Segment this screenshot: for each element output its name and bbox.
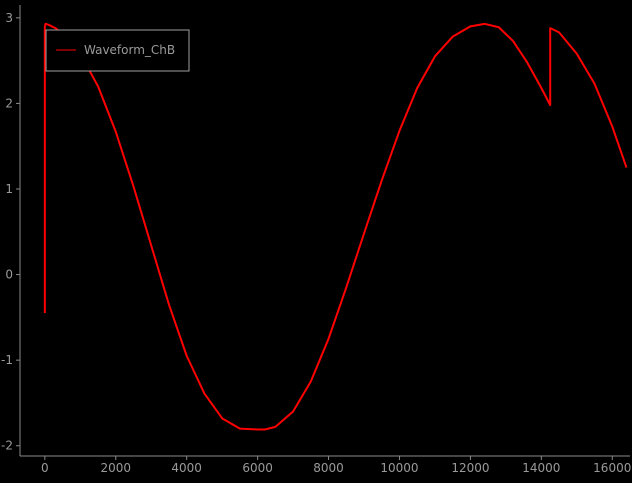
- legend-label: Waveform_ChB: [84, 43, 175, 57]
- y-tick-label: 1: [5, 182, 13, 196]
- x-tick-label: 0: [41, 461, 49, 475]
- legend: Waveform_ChB: [45, 29, 190, 72]
- x-tick-label: 2000: [100, 461, 131, 475]
- x-tick-label: 14000: [522, 461, 560, 475]
- y-tick-label: 0: [5, 268, 13, 282]
- series-line-waveform-chb: [43, 22, 628, 431]
- x-tick-label: 6000: [242, 461, 273, 475]
- series-layer: [43, 22, 628, 431]
- x-tick-label: 4000: [171, 461, 202, 475]
- y-tick-label: 3: [5, 11, 13, 25]
- y-tick-label: 2: [5, 96, 13, 110]
- x-tick-label: 16000: [593, 461, 631, 475]
- x-tick-label: 10000: [380, 461, 418, 475]
- x-tick-label: 12000: [451, 461, 489, 475]
- legend-box: [45, 29, 190, 72]
- x-tick-label: 8000: [313, 461, 344, 475]
- y-tick-label: -2: [1, 439, 13, 453]
- axes: -2 -1 0 1 2 3 0 2000 4000 6000 8000 10000 12000 14000…: [1, 5, 631, 475]
- y-tick-label: -1: [1, 353, 13, 367]
